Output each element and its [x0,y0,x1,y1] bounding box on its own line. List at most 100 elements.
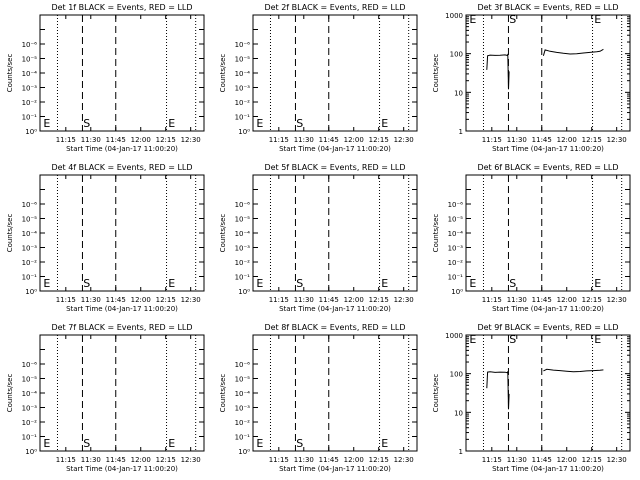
chart-det5-marker-e-0: E [256,277,263,290]
chart-det5-xtick-label-2: 11:45 [319,296,339,304]
chart-det4-ytick-label-1: 10⁻¹ [22,274,38,282]
chart-det5-marker-e-2: E [381,277,388,290]
chart-det4-xtick-label-4: 12:15 [156,296,176,304]
chart-det5-ytick-label-0: 10⁰ [238,288,250,296]
chart-det1-title: Det 1f BLACK = Events, RED = LLD [51,3,192,12]
chart-det7-frame [39,334,205,452]
chart-det2-title: Det 2f BLACK = Events, RED = LLD [264,3,405,12]
chart-det7-title: Det 7f BLACK = Events, RED = LLD [51,323,192,332]
chart-det4-xtick-label-2: 11:45 [106,296,126,304]
chart-det7: Det 7f BLACK = Events, RED = LLD 11:15 11:… [6,323,205,473]
chart-det2-ylabel: Counts/sec [219,54,227,93]
chart-det1-ytick-label-4: 10⁻⁴ [22,70,38,78]
chart-det8-title: Det 8f BLACK = Events, RED = LLD [264,323,405,332]
chart-det1-marker-s-1: S [83,117,90,130]
chart-det6-marker-e-2: E [594,277,601,290]
chart-det7-ytick-label-0: 10⁰ [25,448,37,456]
chart-det2-xtick-label-5: 12:30 [394,136,414,144]
chart-det6-ylabel: Counts/sec [432,214,440,253]
chart-det7-ytick-label-4: 10⁻⁴ [22,390,38,398]
chart-det2-xtick-label-2: 11:45 [319,136,339,144]
chart-det5-xtick-label-0: 11:15 [269,296,289,304]
chart-det8-ytick-label-2: 10⁻² [235,419,251,427]
chart-det2: Det 2f BLACK = Events, RED = LLD 11:15 11:… [219,3,418,153]
chart-det1-xlabel: Start Time (04-Jan-17 11:00:20) [66,145,178,153]
chart-det9-frame [465,334,631,452]
chart-det3-marker-e-2: E [594,13,601,26]
chart-det4-marker-s-1: S [83,277,90,290]
chart-det3-frame [465,14,631,132]
chart-det7-marker-e-0: E [43,437,50,450]
chart-det1-xtick-label-5: 12:30 [181,136,201,144]
chart-det5-ytick-label-1: 10⁻¹ [235,274,251,282]
chart-det9-ytick-label-3: 1000 [445,332,463,340]
chart-det1-ytick-label-6: 10⁻⁶ [22,41,38,49]
chart-det5-xtick-label-1: 11:30 [294,296,314,304]
chart-det6-ytick-label-3: 10⁻³ [448,245,464,253]
chart-det8-ytick-label-5: 10⁻⁵ [235,376,251,384]
chart-det7-ytick-label-2: 10⁻² [22,419,38,427]
chart-det9-title: Det 9f BLACK = Events, RED = LLD [477,323,618,332]
chart-det9-ytick-label-0: 1 [459,448,463,456]
chart-det3-title: Det 3f BLACK = Events, RED = LLD [477,3,618,12]
chart-det2-ytick-label-2: 10⁻² [235,99,251,107]
chart-det4-xtick-label-0: 11:15 [56,296,76,304]
chart-det4-ytick-label-2: 10⁻² [22,259,38,267]
chart-det3-ytick-label-0: 1 [459,128,463,136]
chart-det9-xtick-label-0: 11:15 [482,456,502,464]
chart-det5-xtick-label-5: 12:30 [394,296,414,304]
chart-det9-xtick-label-2: 11:45 [532,456,552,464]
chart-det1-ytick-label-3: 10⁻³ [22,85,38,93]
chart-det2-xlabel: Start Time (04-Jan-17 11:00:20) [279,145,391,153]
chart-det7-xlabel: Start Time (04-Jan-17 11:00:20) [66,465,178,473]
chart-det1-xtick-label-4: 12:15 [156,136,176,144]
chart-det3-series-0 [486,53,510,90]
chart-det1-marker-e-2: E [168,117,175,130]
chart-det9-marker-s-1: S [509,333,516,346]
chart-det2-marker-e-2: E [381,117,388,130]
chart-det2-xtick-label-1: 11:30 [294,136,314,144]
chart-det1-ylabel: Counts/sec [6,54,14,93]
chart-det3-xlabel: Start Time (04-Jan-17 11:00:20) [492,145,604,153]
chart-det1-xtick-label-3: 12:00 [131,136,151,144]
chart-det5-ytick-label-6: 10⁻⁶ [235,201,251,209]
chart-det4-frame [39,174,205,292]
chart-det7-xtick-label-1: 11:30 [81,456,101,464]
chart-det1-xtick-label-2: 11:45 [106,136,126,144]
chart-det7-xtick-label-0: 11:15 [56,456,76,464]
chart-det4-xtick-label-1: 11:30 [81,296,101,304]
chart-det8-xtick-label-2: 11:45 [319,456,339,464]
chart-det6-xtick-label-4: 12:15 [582,296,602,304]
chart-det4-ytick-label-4: 10⁻⁴ [22,230,38,238]
chart-det2-xtick-label-0: 11:15 [269,136,289,144]
chart-det6-ytick-label-1: 10⁻¹ [448,274,464,282]
chart-det9-xtick-label-1: 11:30 [507,456,527,464]
chart-det8-xtick-label-0: 11:15 [269,456,289,464]
chart-det1-frame [39,14,205,132]
chart-det9-xtick-label-4: 12:15 [582,456,602,464]
chart-det5-ytick-label-3: 10⁻³ [235,245,251,253]
chart-det8-marker-e-2: E [381,437,388,450]
chart-det2-ytick-label-4: 10⁻⁴ [235,70,251,78]
chart-det4-marker-e-2: E [168,277,175,290]
chart-det5-xlabel: Start Time (04-Jan-17 11:00:20) [279,305,391,313]
chart-det9-series-1 [543,368,604,373]
chart-det9-ytick-label-1: 10 [454,409,463,417]
chart-det8-xtick-label-1: 11:30 [294,456,314,464]
chart-det6-ytick-label-5: 10⁻⁵ [448,216,464,224]
chart-det6-xlabel: Start Time (04-Jan-17 11:00:20) [492,305,604,313]
chart-det9-xlabel: Start Time (04-Jan-17 11:00:20) [492,465,604,473]
chart-det8-marker-e-0: E [256,437,263,450]
chart-det6-title: Det 6f BLACK = Events, RED = LLD [477,163,618,172]
chart-det4: Det 4f BLACK = Events, RED = LLD 11:15 11:… [6,163,205,313]
chart-det9-series-0 [486,370,510,410]
chart-det3: Det 3f BLACK = Events, RED = LLD 11:15 11:… [432,3,631,153]
chart-det7-ytick-label-1: 10⁻¹ [22,434,38,442]
chart-det6-ytick-label-4: 10⁻⁴ [448,230,464,238]
chart-det1-marker-e-0: E [43,117,50,130]
chart-det7-xtick-label-3: 12:00 [131,456,151,464]
chart-det3-xtick-label-4: 12:15 [582,136,602,144]
chart-det6-marker-s-1: S [509,277,516,290]
chart-det6-frame [465,174,631,292]
chart-det5-frame [252,174,418,292]
